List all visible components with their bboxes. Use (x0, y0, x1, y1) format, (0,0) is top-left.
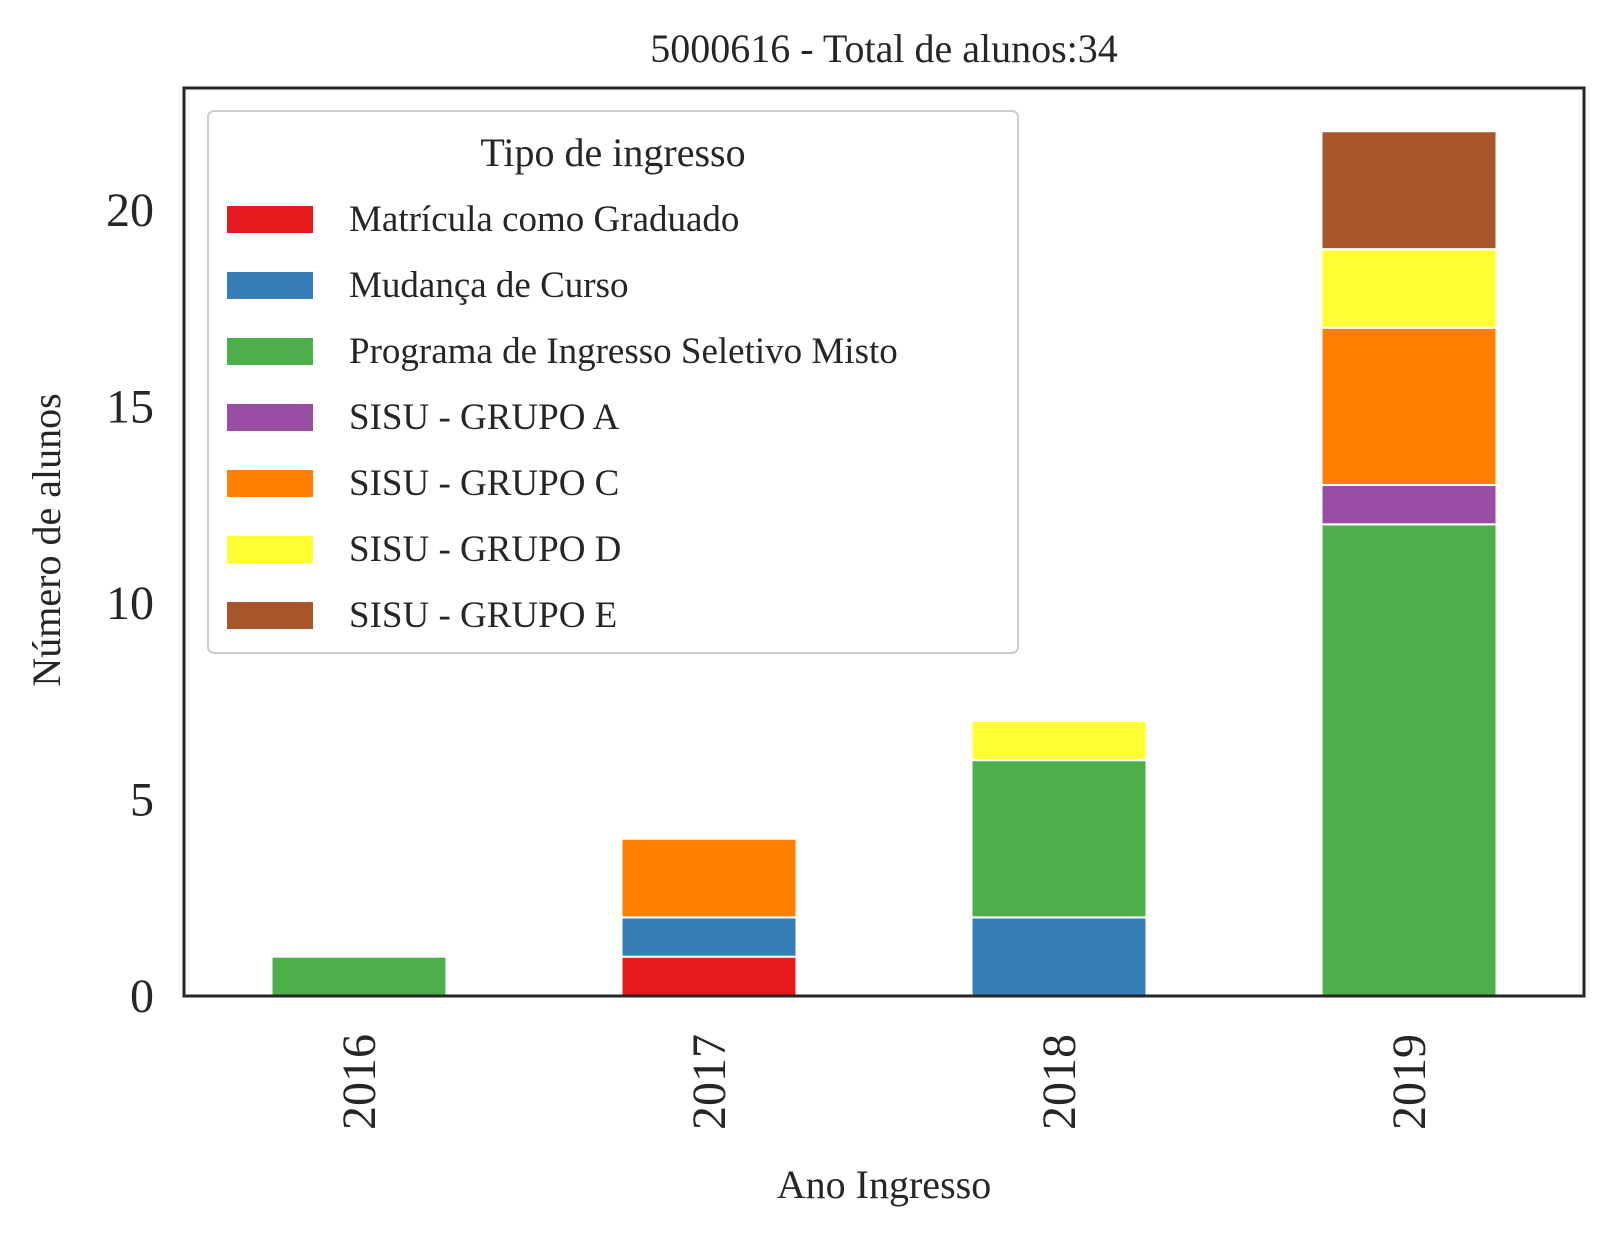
y-axis-label: Número de alunos (24, 393, 69, 686)
legend: Tipo de ingresso Matrícula como Graduado… (207, 110, 1019, 654)
plot-frame (182, 86, 1586, 998)
x-ticks-group: 2016 2017 2018 2019 (333, 1034, 1436, 1130)
x-axis-label: Ano Ingresso (777, 1162, 991, 1207)
legend-entry-label: SISU - GRUPO A (349, 397, 620, 438)
bar-segment-2018-series-2 (970, 759, 1148, 919)
bar-segment-2017-series-1 (620, 916, 798, 958)
bar-segment-2016-series-2 (270, 955, 448, 997)
bar-segment-2018-series-5 (970, 719, 1148, 762)
legend-swatch (227, 470, 313, 497)
y-tick-label: 20 (106, 184, 154, 237)
legend-entry-label: SISU - GRUPO E (349, 595, 617, 636)
legend-items: Matrícula como Graduado Mudança de Curso P… (227, 199, 898, 636)
legend-entry-label: Mudança de Curso (349, 265, 629, 306)
bar-segment-2017-series-0 (620, 955, 798, 997)
legend-swatch (227, 602, 313, 629)
legend-entry-label: SISU - GRUPO D (349, 529, 621, 570)
legend-box (207, 110, 1019, 654)
legend-entry-label: Matrícula como Graduado (349, 199, 739, 240)
legend-entry-label: Programa de Ingresso Seletivo Misto (349, 331, 898, 372)
y-tick-label: 15 (106, 380, 154, 433)
bar-segment-2019-series-2 (1320, 523, 1498, 998)
y-tick-label: 5 (130, 773, 154, 826)
y-tick-label: 10 (106, 577, 154, 630)
legend-swatch (227, 272, 313, 299)
bar-segment-2019-series-4 (1320, 326, 1498, 487)
legend-swatch (227, 536, 313, 563)
bars-group (270, 130, 1498, 998)
legend-entry-label: SISU - GRUPO C (349, 463, 619, 504)
chart-title: 5000616 - Total de alunos:34 (650, 26, 1118, 71)
x-tick-label: 2017 (683, 1034, 736, 1130)
legend-swatch (227, 206, 313, 233)
legend-title: Tipo de ingresso (480, 130, 745, 175)
bar-segment-2019-series-5 (1320, 248, 1498, 329)
bar-segment-2019-series-3 (1320, 484, 1498, 526)
bar-segment-2017-series-4 (620, 837, 798, 919)
legend-swatch (227, 338, 313, 365)
x-tick-label: 2018 (1033, 1034, 1086, 1130)
y-tick-label: 0 (130, 970, 154, 1023)
x-tick-label: 2016 (333, 1034, 386, 1130)
bar-segment-2019-series-6 (1320, 130, 1498, 251)
y-ticks-group: 0 5 10 15 20 (106, 184, 154, 1023)
x-tick-label: 2019 (1383, 1034, 1436, 1130)
legend-swatch (227, 404, 313, 431)
bar-segment-2018-series-1 (970, 916, 1148, 997)
